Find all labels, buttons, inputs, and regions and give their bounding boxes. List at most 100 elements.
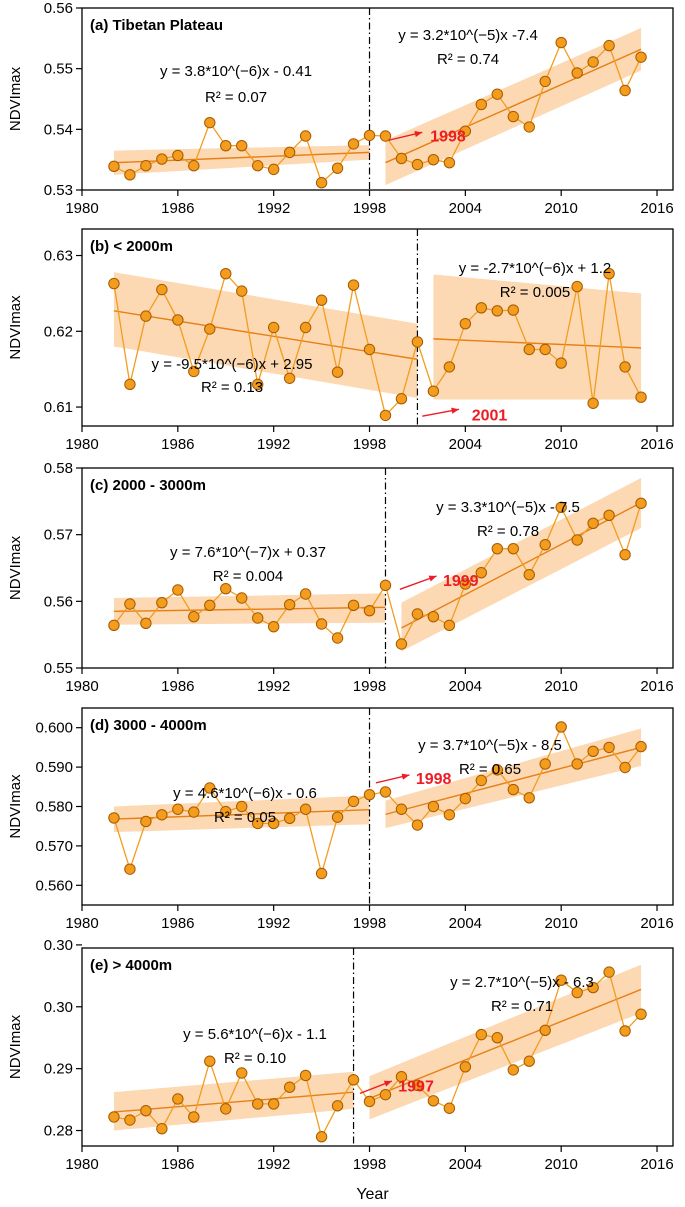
data-point — [603, 741, 615, 754]
data-point — [459, 578, 472, 590]
data-point — [299, 130, 312, 142]
y-tick-label: 0.57 — [44, 527, 73, 544]
data-point — [172, 314, 184, 326]
data-point — [491, 305, 503, 317]
data-point — [108, 812, 120, 824]
data-point — [427, 610, 440, 623]
x-tick-label: 1986 — [161, 915, 194, 932]
series-line — [113, 725, 642, 877]
x-tick-label: 1998 — [353, 436, 386, 453]
y-tick-label: 0.54 — [44, 121, 73, 138]
data-point — [571, 986, 583, 999]
data-point — [363, 788, 376, 801]
breakpoint-year-label: 1997 — [398, 1078, 434, 1095]
x-tick-label: 1986 — [161, 200, 194, 217]
data-point — [252, 1098, 264, 1110]
series-line — [113, 503, 642, 646]
data-point — [507, 542, 519, 555]
data-point — [603, 39, 615, 52]
arrowhead-icon — [428, 575, 437, 582]
data-point — [507, 304, 519, 316]
x-tick-label: 1980 — [65, 915, 98, 932]
data-point — [331, 366, 344, 378]
data-point — [395, 638, 408, 650]
r-squared-after: R² = 0.74 — [437, 51, 499, 68]
data-point — [491, 1032, 503, 1044]
regression-equation-before: y = 3.8*10^(−6)x - 0.41 — [160, 63, 312, 80]
data-point — [156, 283, 168, 296]
data-point — [140, 617, 152, 630]
data-point — [172, 803, 184, 815]
y-tick-label: 0.55 — [44, 61, 73, 78]
data-point — [539, 1024, 551, 1036]
data-point — [347, 279, 360, 291]
r-squared-after: R² = 0.78 — [477, 523, 539, 540]
data-point — [267, 817, 280, 830]
x-tick-label: 1998 — [353, 678, 386, 695]
data-point — [459, 792, 472, 805]
data-point — [204, 116, 216, 129]
data-point — [252, 378, 264, 391]
data-point — [427, 800, 440, 813]
data-point — [379, 409, 392, 422]
x-tick-label: 2004 — [449, 1156, 482, 1173]
data-point — [172, 149, 184, 162]
data-point — [236, 285, 248, 297]
data-point — [475, 302, 488, 314]
y-tick-label: 0.28 — [44, 1123, 73, 1140]
data-point — [379, 579, 392, 592]
series-line — [113, 41, 642, 184]
data-point — [395, 1071, 408, 1083]
trend-line-1 — [113, 1091, 354, 1113]
data-point — [395, 393, 408, 405]
y-tick-label: 0.63 — [44, 248, 73, 265]
data-point — [124, 863, 136, 875]
x-tick-label: 2004 — [449, 200, 482, 217]
data-point — [363, 604, 376, 617]
data-point — [619, 1025, 631, 1037]
panel-title: (e) > 4000m — [90, 957, 172, 974]
data-point — [140, 815, 152, 828]
data-point — [283, 598, 296, 611]
trend-line-2 — [433, 338, 642, 349]
data-point — [635, 1008, 647, 1020]
x-tick-label: 2010 — [545, 436, 578, 453]
data-point — [188, 365, 200, 378]
r-squared-before: R² = 0.07 — [205, 89, 267, 106]
data-point — [283, 812, 296, 825]
arrowhead-icon — [401, 773, 410, 780]
data-point — [267, 1098, 280, 1110]
data-point — [635, 497, 647, 510]
y-tick-label: 0.53 — [44, 182, 73, 199]
data-point — [523, 792, 535, 804]
data-point — [603, 509, 615, 522]
panel-2: 1980 1986 1992 1998 2004 2010 2016 0.61 0.62 0.63… — [7, 228, 674, 453]
x-tick-label: 1992 — [257, 200, 290, 217]
data-point — [299, 588, 312, 600]
data-point — [347, 599, 360, 612]
x-tick-label: 2010 — [545, 200, 578, 217]
data-point — [363, 1095, 376, 1108]
r-squared-before: R² = 0.004 — [213, 568, 283, 585]
data-point — [156, 596, 168, 609]
data-point — [523, 568, 535, 581]
data-point — [220, 582, 232, 595]
x-tick-label: 1998 — [353, 915, 386, 932]
data-point — [156, 153, 168, 165]
regression-equation-before: y = 7.6*10^(−7)x + 0.37 — [170, 544, 326, 561]
regression-equation-after: y = -2.7*10^(−6)x + 1.2 — [459, 260, 612, 277]
data-point — [220, 268, 232, 280]
x-tick-label: 1986 — [161, 1156, 194, 1173]
y-axis-label: NDVImax — [7, 66, 24, 131]
data-point — [156, 1122, 168, 1135]
data-point — [395, 803, 408, 815]
panel-title: (c) 2000 - 3000m — [90, 477, 206, 494]
y-tick-label: 0.56 — [44, 0, 73, 17]
data-point — [443, 157, 456, 169]
data-point — [283, 372, 296, 384]
data-point — [188, 806, 200, 818]
x-tick-label: 1986 — [161, 436, 194, 453]
data-point — [236, 140, 248, 152]
arrowhead-icon — [451, 407, 459, 414]
